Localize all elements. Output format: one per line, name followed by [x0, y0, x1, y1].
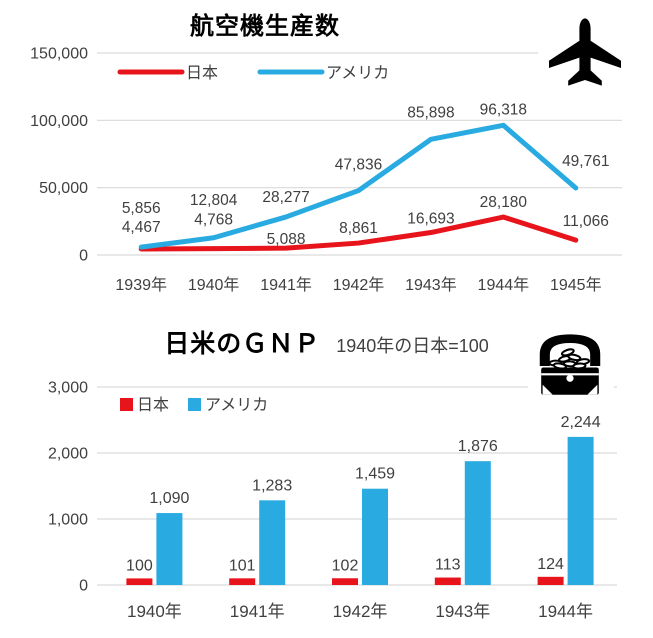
- legend-item-usa: アメリカ: [257, 65, 389, 82]
- usa-bar: [464, 461, 491, 585]
- legend-item-japan: 日本: [120, 396, 169, 414]
- legend-label: 日本: [186, 64, 218, 82]
- coin: [560, 348, 575, 357]
- data-label-usa: 49,761: [562, 153, 609, 170]
- y-axis-label: 2,000: [48, 446, 88, 463]
- chest-corner-right: [587, 384, 598, 395]
- airplane-icon: [538, 14, 622, 102]
- data-label-japan: 100: [126, 557, 153, 574]
- gnp-chart-title: 日米のＧＮＰ: [164, 330, 321, 358]
- legend-item-japan: 日本: [117, 64, 218, 82]
- coin: [567, 353, 582, 362]
- data-label-usa: 96,318: [480, 101, 527, 118]
- x-axis-label: 1944年: [478, 276, 530, 294]
- chest-base-line: [541, 373, 599, 376]
- japan-bar: [537, 576, 564, 585]
- x-axis-label: 1941年: [260, 276, 312, 294]
- x-axis-label: 1940年: [127, 602, 182, 621]
- chest-corner-left: [542, 384, 553, 395]
- data-label-japan: 16,693: [407, 211, 454, 228]
- gnp-plot: 0 1,000 2,000 3,000 1940年 1941年 1942年 1943年 1944…: [48, 326, 617, 621]
- data-label-usa: 1,283: [252, 477, 292, 494]
- y-axis-label: 1,000: [48, 512, 88, 529]
- y-axis-label: 100,000: [30, 113, 88, 130]
- data-label-usa: 1,876: [458, 438, 498, 455]
- data-label-usa: 28,277: [262, 189, 309, 206]
- chest-lid: [539, 334, 601, 366]
- data-label-usa: 5,856: [122, 200, 161, 217]
- gnp-chart-subtitle: 1940年の日本=100: [336, 336, 489, 356]
- data-label-japan: 11,066: [563, 213, 609, 230]
- x-axis-label: 1943年: [405, 276, 457, 294]
- data-label-japan: 4,467: [122, 219, 161, 236]
- x-axis-label: 1944年: [538, 602, 593, 621]
- data-label-japan: 5,088: [267, 231, 306, 248]
- x-axis-label: 1943年: [435, 602, 490, 621]
- legend-square-swatch: [120, 398, 133, 411]
- treasure-chest-icon: [528, 326, 614, 400]
- x-axis-label: 1940年: [188, 276, 240, 294]
- usa-series-line: [138, 122, 579, 250]
- data-label-usa: 1,090: [149, 490, 189, 507]
- airplane-glyph: [549, 18, 621, 86]
- data-label-japan: 102: [332, 557, 359, 574]
- x-axis-label: 1945年: [550, 276, 602, 294]
- x-axis-label: 1942年: [333, 602, 388, 621]
- chest-lock: [566, 374, 574, 382]
- x-axis-label: 1941年: [230, 602, 285, 621]
- data-label-japan: 124: [537, 556, 564, 573]
- gnp-chart-title-row: 日米のＧＮＰ 1940年の日本=100: [0, 324, 653, 360]
- data-label-usa: 2,244: [561, 414, 601, 431]
- aircraft-chart-title: 航空機生産数: [190, 13, 340, 40]
- data-label-usa: 1,459: [355, 466, 395, 483]
- usa-bar: [567, 436, 594, 585]
- x-axis-label: 1942年: [333, 276, 385, 294]
- usa-bar: [156, 513, 183, 585]
- y-axis-label: 0: [79, 248, 88, 265]
- data-label-japan: 8,861: [339, 220, 378, 237]
- legend-square-swatch: [188, 398, 201, 411]
- data-label-usa: 85,898: [407, 104, 454, 121]
- data-label-japan: 4,768: [194, 212, 233, 229]
- legend-label: アメリカ: [205, 397, 268, 414]
- legend-label: アメリカ: [326, 65, 389, 82]
- y-axis-label: 150,000: [30, 46, 88, 63]
- data-label-japan: 101: [229, 557, 256, 574]
- data-label-usa: 47,836: [335, 157, 382, 174]
- x-axis-label: 1939年: [115, 276, 167, 294]
- japan-bar: [229, 578, 256, 585]
- japan-bar: [434, 577, 461, 585]
- legend-item-usa: アメリカ: [188, 397, 268, 414]
- japan-bar: [332, 578, 358, 585]
- aircraft-production-plot: 0 50,000 100,000 150,000 1939年 1940年 1941年 1942…: [30, 14, 622, 294]
- y-axis-label: 0: [79, 578, 88, 595]
- legend-label: 日本: [137, 396, 169, 414]
- data-label-usa: 12,804: [190, 192, 238, 209]
- japan-series-line: [138, 214, 579, 252]
- japan-bar: [126, 578, 153, 585]
- y-axis-label: 3,000: [48, 380, 88, 397]
- data-label-japan: 28,180: [480, 194, 528, 211]
- y-axis-label: 50,000: [39, 180, 88, 197]
- usa-bar: [259, 500, 286, 585]
- usa-bar: [362, 488, 388, 585]
- data-label-japan: 113: [435, 557, 461, 574]
